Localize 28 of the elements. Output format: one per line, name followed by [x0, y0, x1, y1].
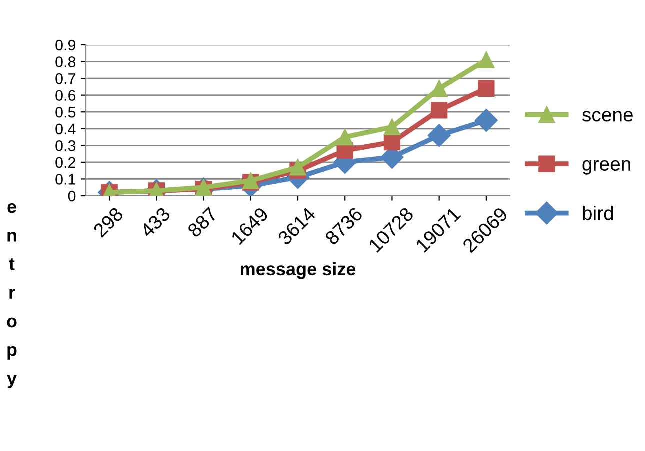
point	[474, 109, 498, 132]
y-tick-label: 0.9	[56, 40, 76, 51]
x-tick-label: 887	[186, 206, 218, 238]
y-tick-label: 0.2	[56, 157, 76, 168]
x-tick-label: 298	[92, 206, 124, 238]
point	[478, 52, 495, 68]
point	[384, 134, 401, 151]
x-axis-title: message size	[240, 262, 356, 280]
point	[336, 128, 354, 146]
y-axis-title: entropy	[7, 203, 17, 388]
y-tick-label: 0.6	[56, 90, 76, 102]
y-tick-label: 0.3	[56, 140, 76, 152]
legend-label: bird	[583, 206, 614, 220]
point	[431, 102, 448, 119]
x-tick-label: 433	[139, 206, 172, 238]
y-tick-label: 0.8	[56, 56, 76, 68]
point	[428, 124, 451, 148]
point	[384, 118, 401, 136]
y-tick-label: 0.1	[56, 174, 76, 185]
point	[290, 159, 306, 176]
legend-label: green	[582, 160, 630, 175]
y-tick-label: 0.7	[56, 73, 76, 84]
legend-label: scene	[582, 111, 633, 122]
y-tick-label: 0.4	[56, 124, 76, 135]
y-tick-label: 0.5	[56, 106, 76, 118]
y-tick-label: 0	[68, 190, 76, 202]
point	[478, 80, 495, 97]
point	[431, 80, 448, 97]
